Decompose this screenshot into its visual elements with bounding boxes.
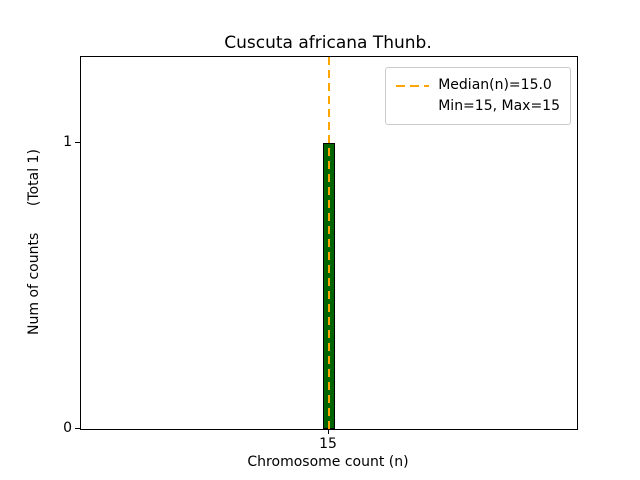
legend: Median(n)=15.0 Min=15, Max=15 <box>385 67 571 125</box>
y-tick-label: 1 <box>63 133 72 150</box>
legend-entry-median: Median(n)=15.0 <box>396 75 560 96</box>
median-line <box>328 57 330 429</box>
y-axis-label: Num of counts (Total 1) <box>26 149 42 335</box>
y-tick-label: 0 <box>63 420 72 436</box>
x-tick-mark <box>328 429 330 434</box>
plot-area: Median(n)=15.0 Min=15, Max=15 <box>80 56 578 430</box>
chart-title: Cuscuta africana Thunb. <box>224 33 432 53</box>
y-tick-mark <box>75 141 80 144</box>
legend-label-median: Median(n)=15.0 <box>438 77 552 93</box>
y-tick-mark <box>75 428 80 430</box>
x-axis-label: Chromosome count (n) <box>247 454 409 470</box>
median-dashed-line-icon <box>396 84 430 87</box>
x-tick-label: 15 <box>319 436 337 452</box>
legend-label-minmax: Min=15, Max=15 <box>438 98 560 114</box>
legend-entry-minmax: Min=15, Max=15 <box>396 96 560 117</box>
